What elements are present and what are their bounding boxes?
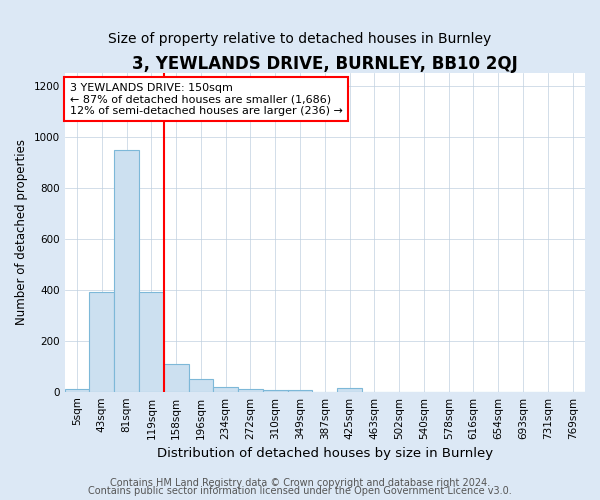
- Text: Contains HM Land Registry data © Crown copyright and database right 2024.: Contains HM Land Registry data © Crown c…: [110, 478, 490, 488]
- Bar: [337, 388, 362, 392]
- Bar: [114, 150, 139, 392]
- Text: Size of property relative to detached houses in Burnley: Size of property relative to detached ho…: [109, 32, 491, 46]
- Bar: [214, 386, 238, 392]
- Title: 3, YEWLANDS DRIVE, BURNLEY, BB10 2QJ: 3, YEWLANDS DRIVE, BURNLEY, BB10 2QJ: [132, 55, 518, 73]
- Bar: [139, 292, 164, 392]
- X-axis label: Distribution of detached houses by size in Burnley: Distribution of detached houses by size …: [157, 447, 493, 460]
- Bar: [263, 390, 287, 392]
- Bar: [65, 389, 89, 392]
- Y-axis label: Number of detached properties: Number of detached properties: [15, 140, 28, 326]
- Bar: [89, 292, 114, 392]
- Bar: [287, 390, 313, 392]
- Text: 3 YEWLANDS DRIVE: 150sqm
← 87% of detached houses are smaller (1,686)
12% of sem: 3 YEWLANDS DRIVE: 150sqm ← 87% of detach…: [70, 82, 343, 116]
- Bar: [238, 389, 263, 392]
- Bar: [164, 364, 188, 392]
- Bar: [188, 379, 214, 392]
- Text: Contains public sector information licensed under the Open Government Licence v3: Contains public sector information licen…: [88, 486, 512, 496]
